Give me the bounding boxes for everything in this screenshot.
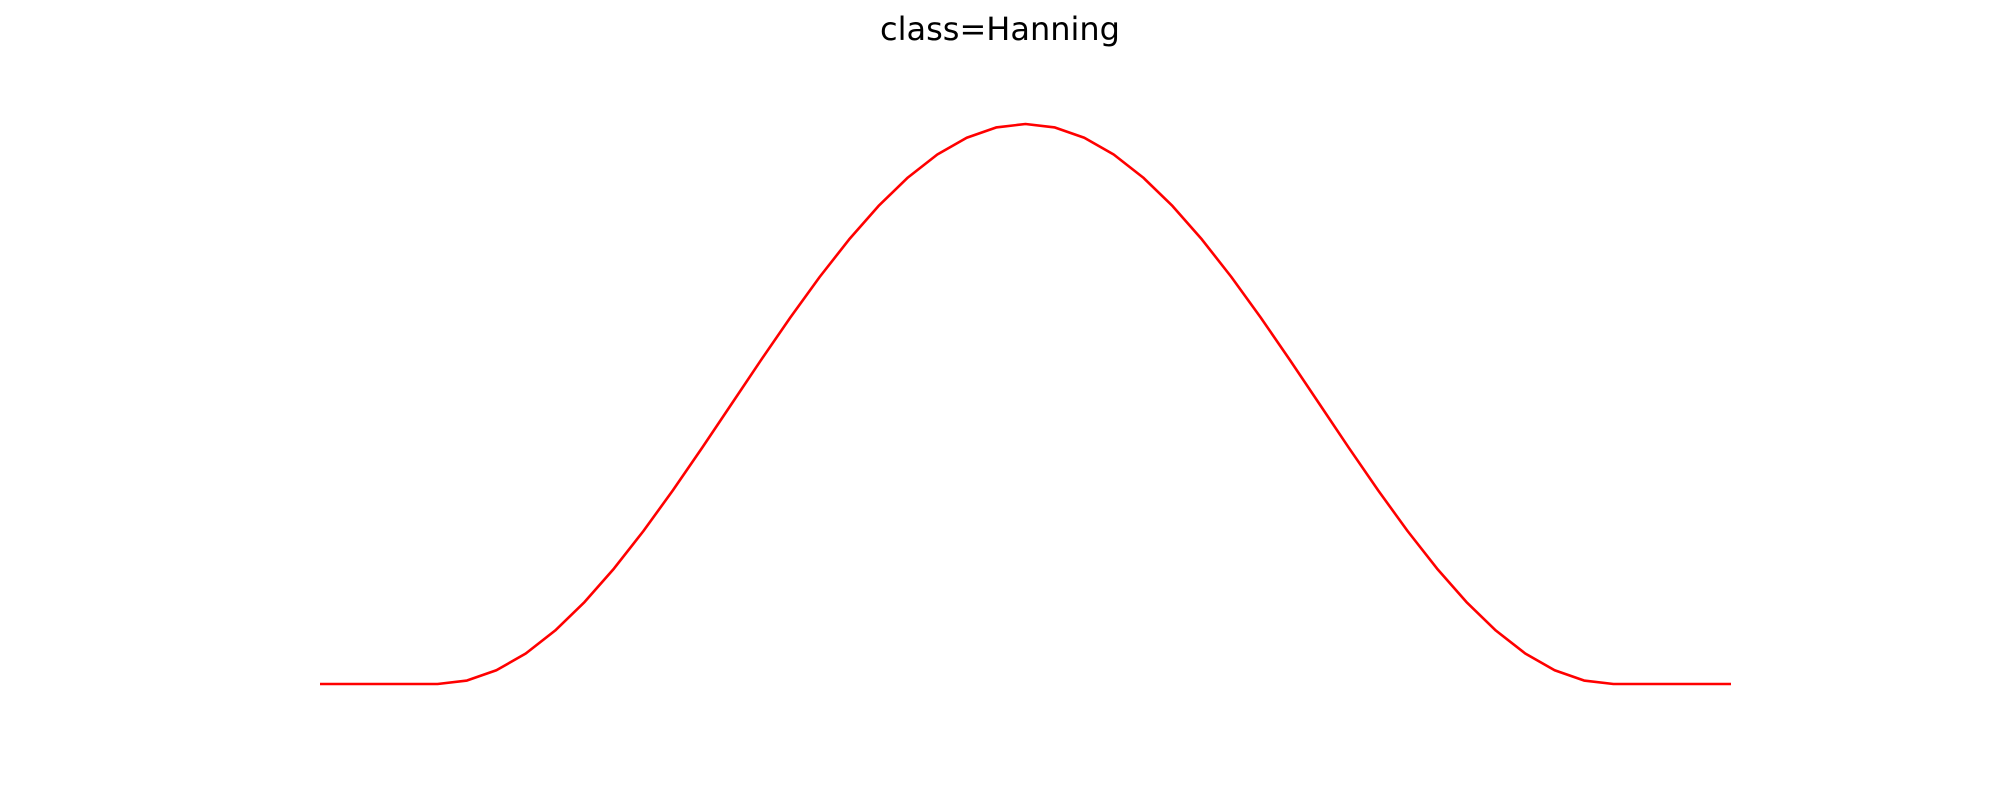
series-layer	[320, 122, 1731, 686]
chart-title: class=Hanning	[880, 10, 1120, 48]
series-line-0	[320, 122, 1731, 686]
